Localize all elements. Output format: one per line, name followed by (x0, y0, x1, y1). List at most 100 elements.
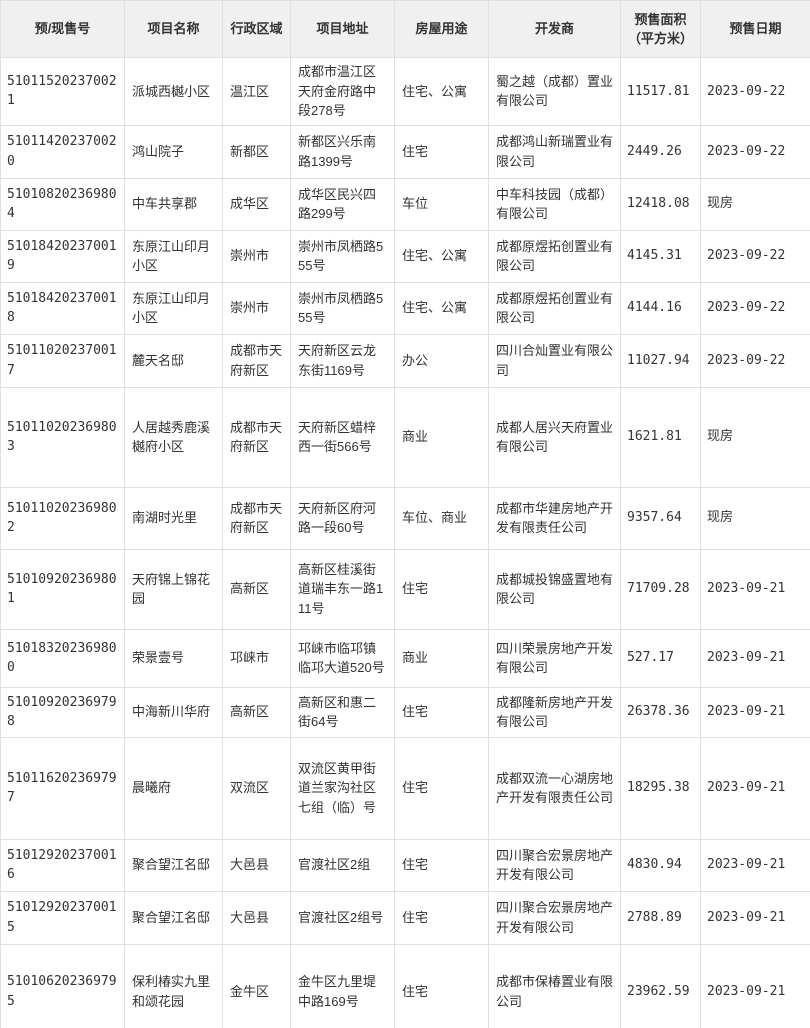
cell-usage: 住宅 (394, 838, 489, 892)
cell-presale-number: 510183202369800 (0, 628, 125, 688)
cell-presale-number: 510129202370015 (0, 890, 125, 945)
cell-project-name: 保利椿实九里和颂花园 (124, 943, 223, 1028)
column-header-area: 预售面积（平方米） (620, 0, 701, 58)
cell-developer: 成都市保椿置业有限公司 (488, 943, 621, 1028)
cell-usage: 车位 (394, 177, 489, 231)
cell-address: 官渡社区2组 (290, 838, 395, 892)
cell-developer: 中车科技园（成都）有限公司 (488, 177, 621, 231)
cell-usage: 住宅、公寓 (394, 229, 489, 283)
table-row: 510106202369795 保利椿实九里和颂花园 金牛区 金牛区九里堤中路1… (0, 943, 810, 1028)
cell-date: 2023-09-22 (700, 57, 810, 126)
cell-date: 现房 (700, 177, 810, 231)
column-header-project-name: 项目名称 (124, 0, 223, 58)
cell-region: 崇州市 (222, 281, 291, 335)
cell-presale-number: 510109202369801 (0, 548, 125, 630)
column-header-presale-number: 预/现售号 (0, 0, 125, 58)
cell-address: 新都区兴乐南路1399号 (290, 124, 395, 179)
cell-developer: 四川聚合宏景房地产开发有限公司 (488, 838, 621, 892)
cell-date: 2023-09-22 (700, 124, 810, 179)
cell-developer: 四川聚合宏景房地产开发有限公司 (488, 890, 621, 945)
cell-area: 4145.31 (620, 229, 701, 283)
cell-area: 18295.38 (620, 736, 701, 840)
cell-project-name: 聚合望江名邸 (124, 838, 223, 892)
cell-date: 现房 (700, 486, 810, 550)
cell-region: 崇州市 (222, 229, 291, 283)
cell-date: 2023-09-21 (700, 838, 810, 892)
cell-address: 双流区黄甲街道兰家沟社区七组（临）号 (290, 736, 395, 840)
cell-usage: 商业 (394, 386, 489, 488)
cell-presale-number: 510116202369797 (0, 736, 125, 840)
cell-region: 金牛区 (222, 943, 291, 1028)
cell-area: 1621.81 (620, 386, 701, 488)
cell-project-name: 东原江山印月小区 (124, 281, 223, 335)
cell-project-name: 天府锦上锦花园 (124, 548, 223, 630)
cell-region: 高新区 (222, 686, 291, 738)
cell-region: 高新区 (222, 548, 291, 630)
cell-address: 天府新区云龙东街1169号 (290, 333, 395, 388)
cell-address: 成都市温江区天府金府路中段278号 (290, 57, 395, 126)
cell-presale-number: 510114202370020 (0, 124, 125, 179)
cell-developer: 四川合灿置业有限公司 (488, 333, 621, 388)
cell-region: 新都区 (222, 124, 291, 179)
cell-region: 成华区 (222, 177, 291, 231)
cell-project-name: 聚合望江名邸 (124, 890, 223, 945)
cell-address: 高新区和惠二街64号 (290, 686, 395, 738)
column-header-date: 预售日期 (700, 0, 810, 58)
cell-project-name: 晨曦府 (124, 736, 223, 840)
cell-address: 金牛区九里堤中路169号 (290, 943, 395, 1028)
cell-presale-number: 510110202370017 (0, 333, 125, 388)
cell-presale-number: 510106202369795 (0, 943, 125, 1028)
cell-presale-number: 510184202370019 (0, 229, 125, 283)
cell-project-name: 派城西樾小区 (124, 57, 223, 126)
table-row: 510110202369802 南湖时光里 成都市天府新区 天府新区府河路一段6… (0, 486, 810, 550)
cell-developer: 四川荣景房地产开发有限公司 (488, 628, 621, 688)
cell-address: 官渡社区2组号 (290, 890, 395, 945)
cell-address: 成华区民兴四路299号 (290, 177, 395, 231)
cell-date: 2023-09-21 (700, 943, 810, 1028)
cell-presale-number: 510129202370016 (0, 838, 125, 892)
cell-usage: 办公 (394, 333, 489, 388)
cell-usage: 住宅 (394, 686, 489, 738)
table-row: 510116202369797 晨曦府 双流区 双流区黄甲街道兰家沟社区七组（临… (0, 736, 810, 840)
cell-presale-number: 510110202369802 (0, 486, 125, 550)
cell-area: 71709.28 (620, 548, 701, 630)
cell-usage: 住宅 (394, 736, 489, 840)
cell-developer: 蜀之越（成都）置业有限公司 (488, 57, 621, 126)
column-header-address: 项目地址 (290, 0, 395, 58)
cell-developer: 成都隆新房地产开发有限公司 (488, 686, 621, 738)
cell-project-name: 人居越秀鹿溪樾府小区 (124, 386, 223, 488)
table-row: 510115202370021 派城西樾小区 温江区 成都市温江区天府金府路中段… (0, 57, 810, 126)
cell-date: 2023-09-21 (700, 890, 810, 945)
cell-region: 邛崃市 (222, 628, 291, 688)
table-row: 510183202369800 荣景壹号 邛崃市 邛崃市临邛镇临邛大道520号 … (0, 628, 810, 688)
cell-project-name: 麓天名邸 (124, 333, 223, 388)
cell-date: 2023-09-22 (700, 333, 810, 388)
table-row: 510109202369801 天府锦上锦花园 高新区 高新区桂溪街道瑞丰东一路… (0, 548, 810, 630)
cell-date: 2023-09-22 (700, 281, 810, 335)
cell-address: 邛崃市临邛镇临邛大道520号 (290, 628, 395, 688)
cell-developer: 成都城投锦盛置地有限公司 (488, 548, 621, 630)
cell-address: 高新区桂溪街道瑞丰东一路111号 (290, 548, 395, 630)
cell-address: 天府新区蜡梓西一街566号 (290, 386, 395, 488)
cell-region: 成都市天府新区 (222, 333, 291, 388)
cell-area: 26378.36 (620, 686, 701, 738)
cell-area: 9357.64 (620, 486, 701, 550)
column-header-developer: 开发商 (488, 0, 621, 58)
cell-project-name: 中海新川华府 (124, 686, 223, 738)
cell-developer: 成都原煜拓创置业有限公司 (488, 229, 621, 283)
cell-usage: 住宅 (394, 548, 489, 630)
cell-date: 2023-09-21 (700, 628, 810, 688)
cell-region: 双流区 (222, 736, 291, 840)
cell-area: 11027.94 (620, 333, 701, 388)
cell-usage: 住宅、公寓 (394, 57, 489, 126)
table-row: 510110202370017 麓天名邸 成都市天府新区 天府新区云龙东街116… (0, 333, 810, 388)
cell-project-name: 南湖时光里 (124, 486, 223, 550)
cell-region: 温江区 (222, 57, 291, 126)
cell-address: 天府新区府河路一段60号 (290, 486, 395, 550)
cell-address: 崇州市凤栖路555号 (290, 281, 395, 335)
cell-usage: 住宅 (394, 943, 489, 1028)
cell-usage: 车位、商业 (394, 486, 489, 550)
table-row: 510109202369798 中海新川华府 高新区 高新区和惠二街64号 住宅… (0, 686, 810, 738)
